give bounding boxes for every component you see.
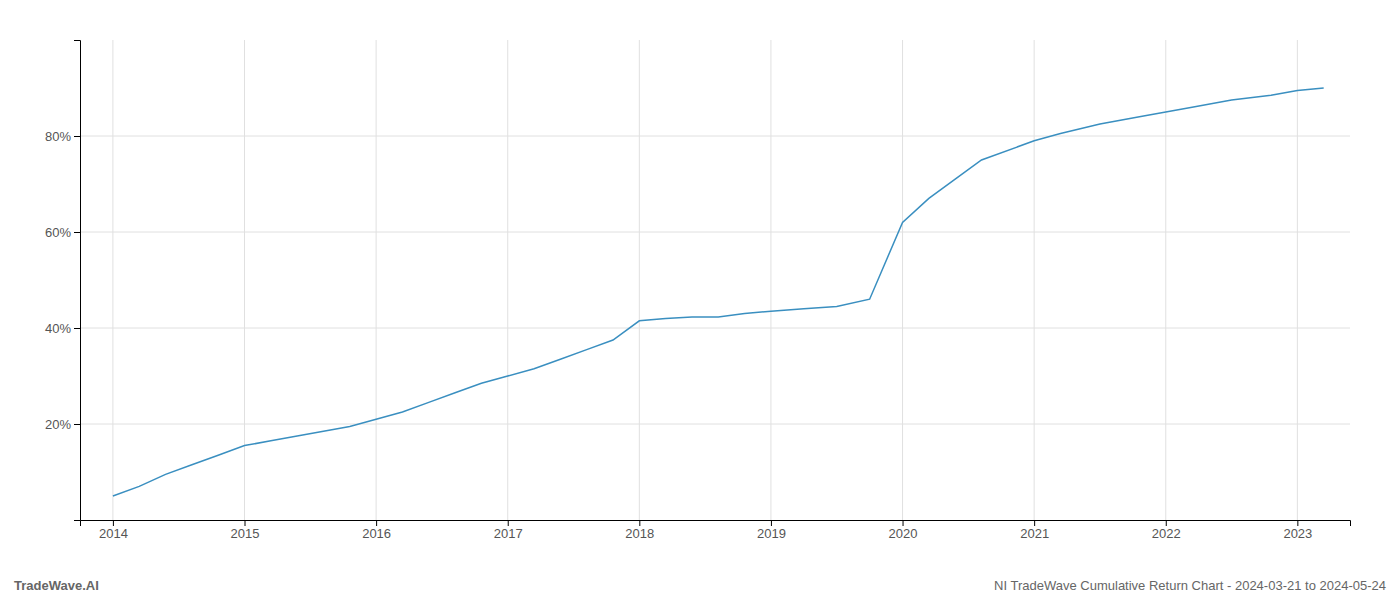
y-tick-mark bbox=[74, 424, 80, 425]
x-tick-mark bbox=[771, 520, 772, 526]
y-tick-mark bbox=[74, 136, 80, 137]
x-tick-mark bbox=[903, 520, 904, 526]
x-tick-label: 2021 bbox=[1020, 526, 1049, 541]
x-axis: 2014 2015 2016 2017 2018 2019 2020 2021 2022 2023 bbox=[81, 520, 1351, 541]
grid-line-x bbox=[1034, 40, 1035, 520]
x-tick-label: 2017 bbox=[494, 526, 523, 541]
y-tick: 40% bbox=[45, 321, 80, 336]
x-tick-mark bbox=[1166, 520, 1167, 526]
x-tick: 2019 bbox=[757, 520, 786, 541]
x-tick-label: 2014 bbox=[99, 526, 128, 541]
x-tick: 2016 bbox=[362, 520, 391, 541]
x-tick: 2018 bbox=[625, 520, 654, 541]
grid-line-x bbox=[376, 40, 377, 520]
y-axis-line bbox=[74, 41, 81, 521]
x-tick-mark bbox=[1034, 520, 1035, 526]
x-tick: 2020 bbox=[889, 520, 918, 541]
grid-line-y bbox=[80, 136, 1350, 137]
x-tick-mark bbox=[113, 520, 114, 526]
x-tick-label: 2023 bbox=[1283, 526, 1312, 541]
y-tick-label: 80% bbox=[45, 129, 71, 144]
grid-line-x bbox=[770, 40, 771, 520]
grid-line-x bbox=[639, 40, 640, 520]
grid-line-x bbox=[902, 40, 903, 520]
x-tick: 2014 bbox=[99, 520, 128, 541]
x-tick-label: 2015 bbox=[231, 526, 260, 541]
x-tick-label: 2018 bbox=[625, 526, 654, 541]
x-tick-mark bbox=[508, 520, 509, 526]
x-tick-mark bbox=[1297, 520, 1298, 526]
x-axis-line bbox=[81, 521, 1351, 527]
plot-area: 2014 2015 2016 2017 2018 2019 2020 2021 2022 2023… bbox=[45, 40, 1351, 541]
y-tick-label: 60% bbox=[45, 225, 71, 240]
line bbox=[113, 88, 1324, 496]
x-tick-label: 2022 bbox=[1152, 526, 1181, 541]
x-tick: 2021 bbox=[1020, 520, 1049, 541]
y-tick: 60% bbox=[45, 225, 80, 240]
footer-right: NI TradeWave Cumulative Return Chart - 2… bbox=[994, 578, 1386, 593]
grid-line-x bbox=[244, 40, 245, 520]
y-tick-label: 40% bbox=[45, 321, 71, 336]
y-tick: 80% bbox=[45, 129, 80, 144]
x-tick-label: 2019 bbox=[757, 526, 786, 541]
grid-line-y bbox=[80, 424, 1350, 425]
x-tick: 2022 bbox=[1152, 520, 1181, 541]
y-tick-label: 20% bbox=[45, 417, 71, 432]
x-tick-mark bbox=[245, 520, 246, 526]
x-tick: 2015 bbox=[231, 520, 260, 541]
grid bbox=[80, 40, 1350, 520]
y-axis: 20% 40% 60% 80% bbox=[45, 41, 81, 521]
marks bbox=[113, 88, 1324, 496]
x-tick: 2023 bbox=[1283, 520, 1312, 541]
grid-line-x bbox=[1297, 40, 1298, 520]
grid-line-y bbox=[80, 232, 1350, 233]
grid-line-y bbox=[80, 328, 1350, 329]
footer-left: TradeWave.AI bbox=[14, 578, 99, 593]
chart-svg: 2014 2015 2016 2017 2018 2019 2020 2021 2022 2023… bbox=[0, 0, 1400, 600]
y-tick-mark bbox=[74, 232, 80, 233]
grid-line-x bbox=[507, 40, 508, 520]
x-tick-mark bbox=[639, 520, 640, 526]
y-tick-mark bbox=[74, 328, 80, 329]
x-tick: 2017 bbox=[494, 520, 523, 541]
grid-line-x bbox=[112, 40, 113, 520]
x-tick-label: 2016 bbox=[362, 526, 391, 541]
x-tick-label: 2020 bbox=[889, 526, 918, 541]
y-tick: 20% bbox=[45, 417, 80, 432]
x-tick-mark bbox=[376, 520, 377, 526]
